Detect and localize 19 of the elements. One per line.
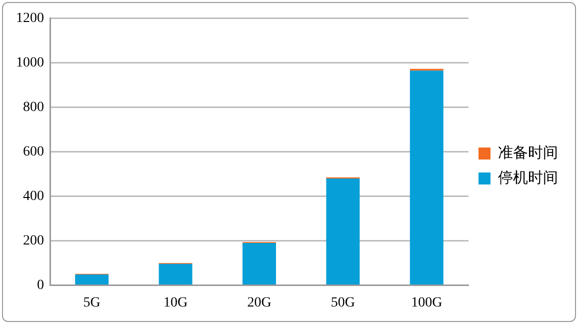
y-tick-label: 1000 [16, 56, 44, 71]
x-tick-label: 10G [163, 295, 188, 310]
legend-label: 准备时间 [498, 143, 558, 162]
x-tick-label: 50G [330, 295, 356, 310]
bar [158, 264, 192, 284]
x-tick-label: 100G [411, 295, 442, 310]
y-tick-label: 1200 [16, 11, 44, 26]
bar [242, 242, 276, 284]
y-tick-label: 200 [23, 233, 44, 248]
y-tick-label: 0 [37, 278, 44, 293]
y-tick-label: 800 [23, 100, 44, 116]
bar [326, 178, 360, 284]
y-tick-label: 600 [23, 144, 44, 160]
legend-label: 停机时间 [498, 168, 558, 186]
bar [75, 274, 109, 284]
y-tick-label: 400 [23, 188, 44, 204]
x-tick-label: 5G [83, 295, 100, 310]
bar [410, 70, 444, 284]
x-tick-label: 20G [247, 295, 272, 310]
